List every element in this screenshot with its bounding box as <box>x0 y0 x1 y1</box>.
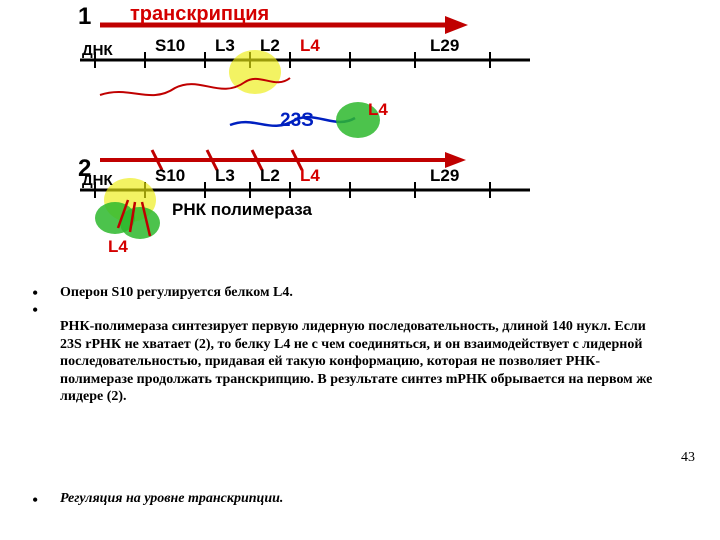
p1-23s-label: 23S <box>280 110 314 132</box>
p2-l4-protein-label: L4 <box>108 237 128 257</box>
p1-l4-protein-label: L4 <box>368 100 388 120</box>
panel1-number: 1 <box>78 3 91 31</box>
p2-gene-l2: L2 <box>260 166 280 186</box>
p1-gene-l2: L2 <box>260 36 280 56</box>
transcription-label: транскрипция <box>130 3 269 26</box>
panel1-dna-label: ДНК <box>82 42 113 59</box>
bullet-1-text: Оперон S10 регулируется белком L4. <box>60 284 660 302</box>
panel2-dna-label: ДНК <box>82 172 113 189</box>
p1-gene-l4: L4 <box>300 36 320 56</box>
p2-gene-l3: L3 <box>215 166 235 186</box>
panel2-green-blob-2 <box>120 207 160 239</box>
p2-gene-l29: L29 <box>430 166 459 186</box>
bullet-3-mark: • <box>32 490 38 511</box>
p1-gene-l29: L29 <box>430 36 459 56</box>
p2-gene-s10: S10 <box>155 166 185 186</box>
p2-pol-label: РНК полимераза <box>172 200 312 220</box>
p2-gene-l4: L4 <box>300 166 320 186</box>
p1-gene-s10: S10 <box>155 36 185 56</box>
bullet-2-text: РНК-полимераза синтезирует первую лидерн… <box>60 318 655 406</box>
bullet-2-mark: • <box>32 300 38 321</box>
p1-gene-l3: L3 <box>215 36 235 56</box>
slide-number: 43 <box>681 450 695 466</box>
bullet-3-text: Регуляция на уровне транскрипции. <box>60 490 660 508</box>
